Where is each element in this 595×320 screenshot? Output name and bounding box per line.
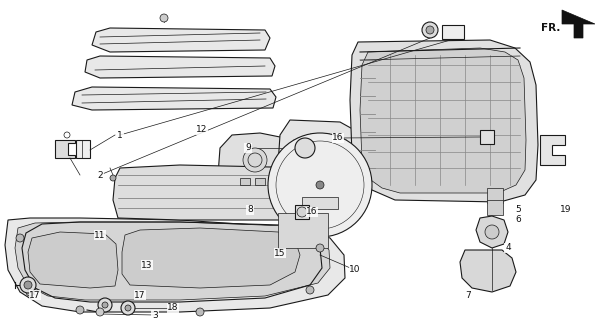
Circle shape [295, 138, 315, 158]
Polygon shape [85, 56, 275, 78]
Circle shape [110, 175, 116, 181]
Polygon shape [476, 216, 508, 248]
Polygon shape [113, 165, 338, 220]
Text: 11: 11 [94, 230, 106, 239]
Text: 2: 2 [97, 171, 103, 180]
Circle shape [121, 301, 135, 315]
Polygon shape [55, 140, 75, 158]
Text: 1: 1 [117, 131, 123, 140]
Text: 15: 15 [274, 249, 286, 258]
Circle shape [96, 308, 104, 316]
Circle shape [422, 22, 438, 38]
Text: 4: 4 [505, 244, 511, 252]
Bar [255, 178, 265, 185]
Text: 17: 17 [29, 291, 40, 300]
Polygon shape [15, 222, 330, 300]
Polygon shape [5, 218, 345, 312]
Circle shape [76, 306, 84, 314]
Text: 6: 6 [515, 215, 521, 225]
Circle shape [125, 305, 131, 311]
Polygon shape [460, 250, 516, 292]
Circle shape [316, 181, 324, 189]
Text: 17: 17 [134, 291, 146, 300]
Text: 3: 3 [152, 310, 158, 319]
Circle shape [316, 244, 324, 252]
Bar [278, 213, 328, 248]
Polygon shape [350, 40, 538, 202]
Text: 7: 7 [465, 291, 471, 300]
Bar [295, 205, 309, 219]
Circle shape [20, 277, 36, 293]
Polygon shape [487, 200, 503, 215]
Circle shape [243, 148, 267, 172]
Text: 12: 12 [196, 125, 208, 134]
Circle shape [160, 14, 168, 22]
Text: FR.: FR. [541, 23, 560, 33]
Circle shape [102, 302, 108, 308]
Text: 9: 9 [245, 143, 251, 153]
Bar [442, 25, 464, 39]
Circle shape [485, 225, 499, 239]
Circle shape [196, 308, 204, 316]
Circle shape [268, 133, 372, 237]
Circle shape [26, 288, 34, 296]
Text: 10: 10 [349, 266, 361, 275]
Text: 16: 16 [332, 133, 344, 142]
Circle shape [306, 286, 314, 294]
Circle shape [16, 234, 24, 242]
Text: 16: 16 [306, 207, 318, 217]
Text: 13: 13 [141, 260, 153, 269]
Circle shape [98, 298, 112, 312]
Bar [270, 178, 280, 185]
Polygon shape [76, 140, 90, 158]
Bar [480, 130, 494, 144]
Circle shape [24, 281, 32, 289]
Text: 8: 8 [247, 205, 253, 214]
Polygon shape [28, 232, 118, 288]
Bar [240, 178, 250, 185]
Polygon shape [540, 135, 565, 165]
Polygon shape [278, 120, 370, 212]
Text: 5: 5 [515, 205, 521, 214]
Circle shape [426, 26, 434, 34]
Polygon shape [487, 188, 503, 203]
Polygon shape [72, 87, 276, 110]
Polygon shape [562, 10, 595, 38]
Text: 18: 18 [167, 303, 178, 313]
Bar [302, 197, 338, 209]
Polygon shape [360, 48, 526, 193]
Polygon shape [92, 28, 270, 52]
Polygon shape [122, 228, 300, 288]
Polygon shape [218, 133, 300, 205]
Circle shape [297, 207, 307, 217]
Text: 19: 19 [560, 205, 572, 214]
